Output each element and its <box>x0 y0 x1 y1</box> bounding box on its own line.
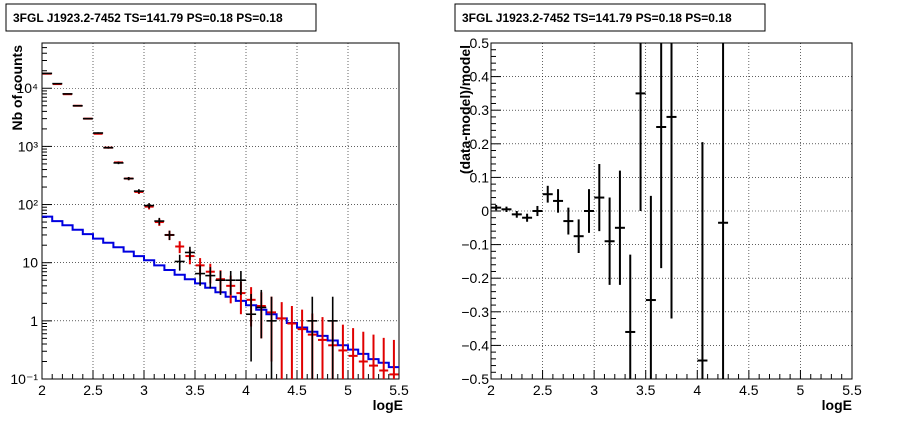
right-ytick-label: 0 <box>481 203 489 219</box>
left-plot-frame <box>41 42 400 380</box>
left-ytick-label: 10⁴ <box>16 80 38 96</box>
right-ylabel: (data-model)/model <box>457 45 473 174</box>
right-ytick-label: −0.1 <box>461 237 489 253</box>
right-xtick-label: 5 <box>797 382 805 398</box>
left-xtick-label: 5 <box>344 382 352 398</box>
right-ytick-label: 0.2 <box>470 136 490 152</box>
right-ytick-label: −0.2 <box>461 270 489 286</box>
right-xtick-label: 4.5 <box>739 382 759 398</box>
left-title: 3FGL J1923.2-7452 TS=141.79 PS=0.18 PS=0… <box>13 11 283 25</box>
left-xtick-label: 3 <box>140 382 148 398</box>
right-ytick-label: 0.3 <box>470 102 490 118</box>
right-title: 3FGL J1923.2-7452 TS=141.79 PS=0.18 PS=0… <box>462 11 732 25</box>
left-title-box <box>5 3 317 32</box>
right-ytick-label: −0.5 <box>461 371 489 387</box>
right-ytick-label: 0.1 <box>470 169 490 185</box>
left-xtick-label: 2 <box>38 382 46 398</box>
right-ytick-label: −0.4 <box>461 337 489 353</box>
right-xlabel: logE <box>822 397 852 413</box>
left-ytick-label: 1 <box>30 313 38 329</box>
left-ytick-label: 10⁻¹ <box>10 371 38 387</box>
left-panel: 3FGL J1923.2-7452 TS=141.79 PS=0.18 PS=0… <box>5 3 409 413</box>
right-xtick-label: 5.5 <box>842 382 862 398</box>
right-xtick-label: 2.5 <box>533 382 553 398</box>
left-xtick-label: 4.5 <box>287 382 307 398</box>
right-xtick-label: 4 <box>693 382 701 398</box>
right-ytick-label: −0.3 <box>461 304 489 320</box>
left-ytick-label: 10² <box>18 197 39 213</box>
left-xtick-label: 2.5 <box>83 382 103 398</box>
left-ylabel: Nb of counts <box>9 45 25 131</box>
right-ytick-label: 0.5 <box>470 35 490 51</box>
right-xtick-label: 3.5 <box>636 382 656 398</box>
right-xtick-label: 3 <box>590 382 598 398</box>
left-xtick-label: 4 <box>242 382 250 398</box>
right-title-box <box>454 3 766 32</box>
left-xlabel: logE <box>373 397 403 413</box>
left-xtick-label: 5.5 <box>389 382 409 398</box>
left-ytick-label: 10 <box>22 255 38 271</box>
right-ytick-label: 0.4 <box>470 69 490 85</box>
right-xtick-label: 2 <box>487 382 495 398</box>
left-ytick-label: 10³ <box>18 138 39 154</box>
left-xtick-label: 3.5 <box>185 382 205 398</box>
right-panel: 3FGL J1923.2-7452 TS=141.79 PS=0.18 PS=0… <box>454 3 862 413</box>
